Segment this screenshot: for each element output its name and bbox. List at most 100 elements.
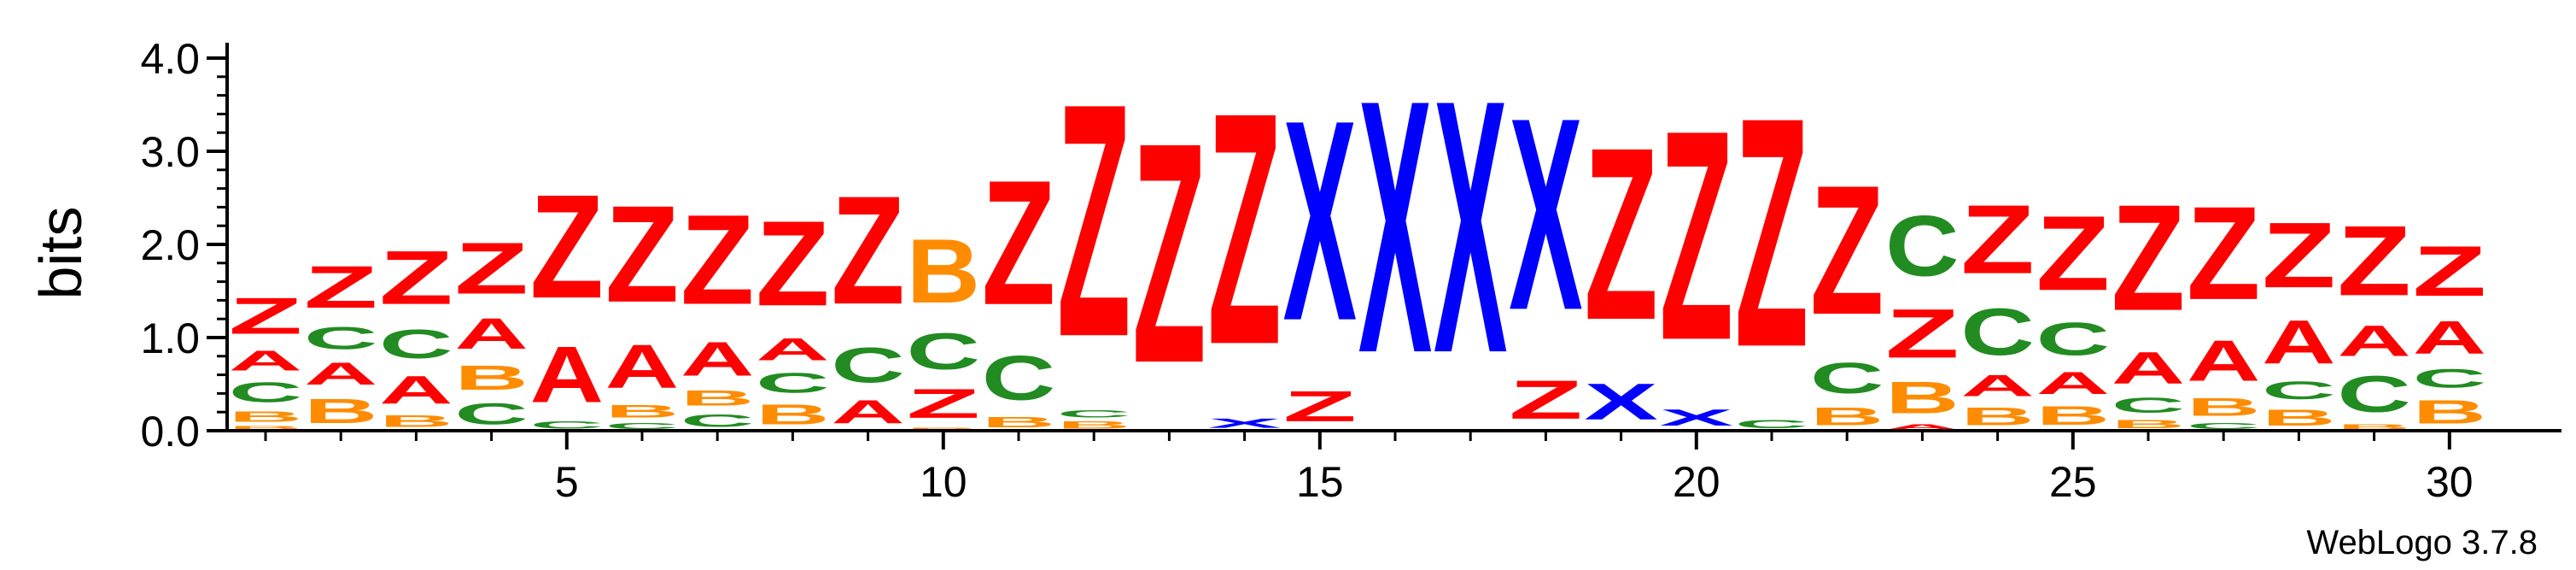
letter-B-pos-23-1: B <box>1885 373 1959 423</box>
letter-C-pos-11-1: C <box>982 344 1055 414</box>
letter-C-pos-21-0: C <box>1735 418 1808 431</box>
letter-C-pos-2-2: C <box>304 320 377 356</box>
letter-C-pos-26-1: C <box>2112 394 2185 418</box>
y-tick-label-1.0: 1.0 <box>140 314 200 362</box>
letter-Z-pos-8-3: Z <box>756 197 829 332</box>
letter-A-pos-5-1: A <box>530 330 604 419</box>
letter-Z-pos-2-3: Z <box>304 254 377 320</box>
letter-A-pos-24-1: A <box>1960 369 2034 403</box>
letter-C-pos-24-2: C <box>1960 296 2034 369</box>
letter-Z-pos-14-1: Z <box>1207 44 1281 414</box>
letter-Z-pos-12-2: Z <box>1057 35 1130 407</box>
letter-Z-pos-6-3: Z <box>605 178 679 332</box>
letter-B-pos-1-0: B <box>229 425 302 431</box>
letter-Z-pos-28-3: Z <box>2262 203 2335 308</box>
letter-X-pos-14-0: X <box>1207 415 1281 431</box>
letter-Z-pos-20-1: Z <box>1660 68 1733 403</box>
letter-B-pos-26-0: B <box>2112 418 2185 431</box>
x-tick-label-30: 30 <box>2426 458 2474 506</box>
letter-Z-pos-4-3: Z <box>454 227 528 309</box>
letter-Z-pos-25-3: Z <box>2036 194 2110 313</box>
letter-Z-pos-1-4: Z <box>229 288 302 345</box>
letter-C-pos-29-1: C <box>2337 366 2410 423</box>
letter-B-pos-4-1: B <box>454 358 528 397</box>
letter-Z-pos-30-3: Z <box>2413 231 2486 311</box>
letter-Z-pos-5-2: Z <box>530 164 604 330</box>
x-tick-label-10: 10 <box>920 458 967 506</box>
letter-Z-pos-29-3: Z <box>2337 206 2410 317</box>
letter-A-pos-6-2: A <box>605 332 679 400</box>
letter-B-pos-24-0: B <box>1960 403 2034 431</box>
letter-C-pos-6-0: C <box>605 421 679 431</box>
letter-C-pos-30-1: C <box>2413 363 2486 393</box>
letter-C-pos-5-0: C <box>530 420 604 431</box>
letter-A-pos-29-2: A <box>2337 317 2410 365</box>
letter-C-pos-23-3: C <box>1885 198 1959 294</box>
letter-B-pos-22-0: B <box>1810 403 1884 431</box>
letter-Z-pos-19-1: Z <box>1584 97 1657 372</box>
letter-X-pos-20-0: X <box>1660 404 1733 431</box>
letter-B-pos-3-0: B <box>379 412 453 431</box>
letter-C-pos-7-0: C <box>681 410 754 431</box>
letter-X-pos-19-0: X <box>1584 373 1657 431</box>
letter-A-pos-8-2: A <box>756 332 829 367</box>
letter-Z-pos-7-3: Z <box>681 188 754 332</box>
letter-stacks: BBCAZBACZBACZCBAZCAZCBAZCBAZBCAZACZBZCBB… <box>229 26 2486 431</box>
letter-C-pos-10-2: C <box>907 323 980 380</box>
y-tick-label-3.0: 3.0 <box>140 128 200 176</box>
letter-C-pos-25-2: C <box>2036 313 2110 365</box>
letter-Z-pos-10-1: Z <box>907 380 980 426</box>
y-axis-label: bits <box>27 207 94 300</box>
letter-B-pos-6-1: B <box>605 401 679 421</box>
letter-A-pos-4-2: A <box>454 310 528 358</box>
letter-Z-pos-18-0: Z <box>1509 370 1582 431</box>
letter-C-pos-4-0: C <box>454 397 528 431</box>
letter-C-pos-28-1: C <box>2262 377 2335 405</box>
letter-A-pos-3-1: A <box>379 367 453 412</box>
letter-Z-pos-27-3: Z <box>2187 179 2260 328</box>
letter-Z-pos-24-3: Z <box>1960 185 2034 294</box>
letter-B-pos-1-1: B <box>229 408 302 425</box>
letter-B-pos-2-0: B <box>304 391 377 431</box>
letter-X-pos-15-1: X <box>1283 60 1357 380</box>
letter-C-pos-22-1: C <box>1810 355 1884 403</box>
letter-A-pos-2-1: A <box>304 356 377 391</box>
letter-B-pos-10-0: B <box>907 427 980 431</box>
letter-A-pos-28-2: A <box>2262 308 2335 376</box>
letter-Z-pos-26-3: Z <box>2112 173 2185 342</box>
axes: 0.0 1.0 2.0 3.0 4.0 5 10 15 20 25 30 <box>140 35 2561 506</box>
letter-A-pos-25-1: A <box>2036 366 2110 401</box>
letter-X-pos-17-0: X <box>1434 26 1508 429</box>
letter-Z-pos-9-2: Z <box>831 164 904 337</box>
letter-Z-pos-21-1: Z <box>1735 50 1808 416</box>
x-tick-label-20: 20 <box>1673 458 1720 506</box>
letter-A-pos-26-2: A <box>2112 343 2185 393</box>
letter-C-pos-1-2: C <box>229 377 302 408</box>
y-tick-label-0.0: 0.0 <box>140 408 200 455</box>
letter-X-pos-18-1: X <box>1509 60 1582 367</box>
letter-B-pos-27-1: B <box>2187 394 2260 422</box>
letter-B-pos-10-3: B <box>907 220 980 323</box>
x-tick-label-5: 5 <box>555 458 579 506</box>
letter-Z-pos-3-3: Z <box>379 236 453 321</box>
letter-A-pos-27-2: A <box>2187 328 2260 393</box>
letter-C-pos-27-0: C <box>2187 421 2260 431</box>
letter-B-pos-25-0: B <box>2036 401 2110 431</box>
letter-B-pos-12-0: B <box>1057 420 1130 431</box>
letter-B-pos-11-0: B <box>982 414 1055 431</box>
letter-C-pos-9-1: C <box>831 338 904 393</box>
letter-Z-pos-15-0: Z <box>1283 382 1357 431</box>
x-tick-label-25: 25 <box>2049 458 2097 506</box>
weblogo-credit: WebLogo 3.7.8 <box>2306 524 2538 561</box>
y-tick-label-2.0: 2.0 <box>140 221 200 269</box>
letter-C-pos-3-2: C <box>379 320 453 367</box>
letter-Z-pos-23-2: Z <box>1885 295 1959 373</box>
letter-C-pos-12-1: C <box>1057 408 1130 420</box>
letter-C-pos-8-1: C <box>756 367 829 399</box>
letter-B-pos-8-0: B <box>756 399 829 431</box>
letter-Z-pos-11-2: Z <box>982 143 1055 342</box>
letter-A-pos-7-2: A <box>681 332 754 385</box>
x-tick-label-15: 15 <box>1296 458 1344 506</box>
letter-A-pos-1-3: A <box>229 345 302 377</box>
